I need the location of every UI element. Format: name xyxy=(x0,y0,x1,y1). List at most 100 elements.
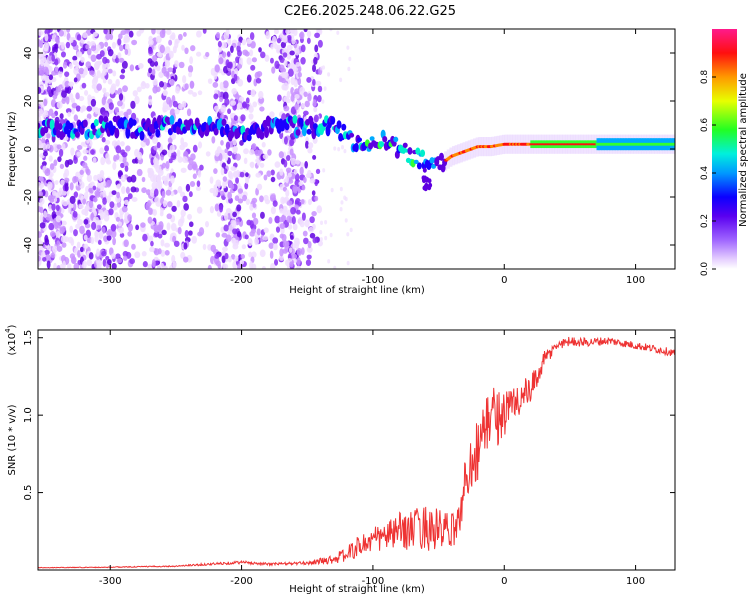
noise-speck xyxy=(73,114,79,122)
noise-speck xyxy=(157,233,163,239)
noise-speck xyxy=(160,153,165,161)
noise-speck xyxy=(300,162,305,169)
ridge-outlier xyxy=(422,167,427,173)
ridge-cell xyxy=(156,115,162,126)
noise-speck xyxy=(165,29,172,35)
noise-speck xyxy=(285,29,291,35)
noise-speck xyxy=(287,36,292,44)
noise-speck xyxy=(214,105,220,112)
noise-speck xyxy=(99,181,106,188)
ridge-cell xyxy=(298,117,304,126)
noise-speck xyxy=(279,168,284,176)
noise-speck xyxy=(187,213,192,220)
noise-speck xyxy=(153,157,158,166)
noise-speck xyxy=(300,56,306,65)
noise-speck xyxy=(207,264,212,269)
noise-speck xyxy=(153,188,159,197)
noise-speck xyxy=(148,98,153,106)
noise-speck xyxy=(118,155,124,162)
noise-speck xyxy=(255,172,262,178)
noise-speck xyxy=(236,103,241,111)
noise-speck xyxy=(259,195,264,203)
noise-speck xyxy=(301,185,306,191)
noise-speck xyxy=(107,48,114,57)
noise-speck xyxy=(147,216,153,224)
noise-speck xyxy=(145,138,150,146)
noise-speck xyxy=(222,176,228,182)
noise-speck xyxy=(51,203,56,212)
noise-speck xyxy=(267,149,272,156)
noise-speck xyxy=(97,239,102,245)
noise-speck xyxy=(180,209,186,217)
noise-speck xyxy=(255,187,259,196)
noise-speck xyxy=(82,32,88,39)
noise-speck xyxy=(230,219,236,226)
noise-speck xyxy=(279,255,285,261)
noise-speck xyxy=(155,86,161,93)
noise-speck xyxy=(106,179,112,188)
noise-speck xyxy=(235,153,241,161)
noise-speck xyxy=(38,108,44,117)
noise-speck xyxy=(347,66,351,72)
noise-speck xyxy=(42,151,48,157)
noise-speck xyxy=(192,173,197,180)
spectrogram-x-label: Height of straight line (km) xyxy=(289,285,425,296)
noise-speck xyxy=(230,254,236,260)
noise-speck xyxy=(44,168,51,177)
noise-speck xyxy=(120,141,125,147)
noise-speck xyxy=(49,163,55,171)
noise-speck xyxy=(123,161,129,168)
noise-speck xyxy=(41,251,46,258)
noise-speck xyxy=(270,263,276,269)
noise-speck xyxy=(272,243,278,251)
noise-speck xyxy=(72,60,78,66)
noise-speck xyxy=(55,204,60,212)
noise-speck xyxy=(305,140,309,149)
noise-speck xyxy=(223,168,228,174)
noise-speck xyxy=(198,227,205,236)
noise-speck xyxy=(76,145,83,150)
noise-speck xyxy=(162,199,167,208)
noise-speck xyxy=(58,66,64,72)
noise-speck xyxy=(169,108,176,117)
noise-speck xyxy=(159,30,166,39)
ridge-cell xyxy=(131,119,137,126)
noise-speck xyxy=(219,81,224,90)
noise-speck xyxy=(197,141,203,149)
noise-speck xyxy=(241,244,247,250)
noise-speck xyxy=(62,201,69,207)
noise-speck xyxy=(219,204,224,213)
noise-speck xyxy=(184,83,189,90)
noise-speck xyxy=(52,143,59,152)
noise-speck xyxy=(309,216,315,224)
noise-speck xyxy=(85,44,90,50)
noise-speck xyxy=(101,96,106,106)
noise-speck xyxy=(69,225,74,233)
noise-speck xyxy=(306,37,311,44)
noise-speck xyxy=(131,197,138,202)
noise-speck xyxy=(313,56,318,65)
noise-speck xyxy=(246,57,252,65)
noise-speck xyxy=(330,187,334,193)
noise-speck xyxy=(90,45,97,52)
noise-speck xyxy=(92,31,98,37)
ridge-cell xyxy=(431,163,437,169)
noise-speck xyxy=(172,235,177,243)
noise-speck xyxy=(279,208,284,214)
noise-speck xyxy=(70,147,75,156)
noise-speck xyxy=(300,198,305,205)
noise-speck xyxy=(269,57,274,64)
noise-speck xyxy=(123,37,128,44)
colorbar-tick-label: 0.8 xyxy=(700,70,710,85)
noise-speck xyxy=(230,100,237,106)
noise-speck xyxy=(161,229,167,236)
noise-speck xyxy=(265,31,271,40)
noise-speck xyxy=(81,82,87,89)
noise-speck xyxy=(166,213,172,220)
noise-speck xyxy=(307,172,312,178)
noise-speck xyxy=(38,139,42,147)
noise-speck xyxy=(167,201,173,208)
noise-speck xyxy=(250,89,256,97)
ridge-cell xyxy=(68,122,74,131)
noise-speck xyxy=(38,260,41,268)
